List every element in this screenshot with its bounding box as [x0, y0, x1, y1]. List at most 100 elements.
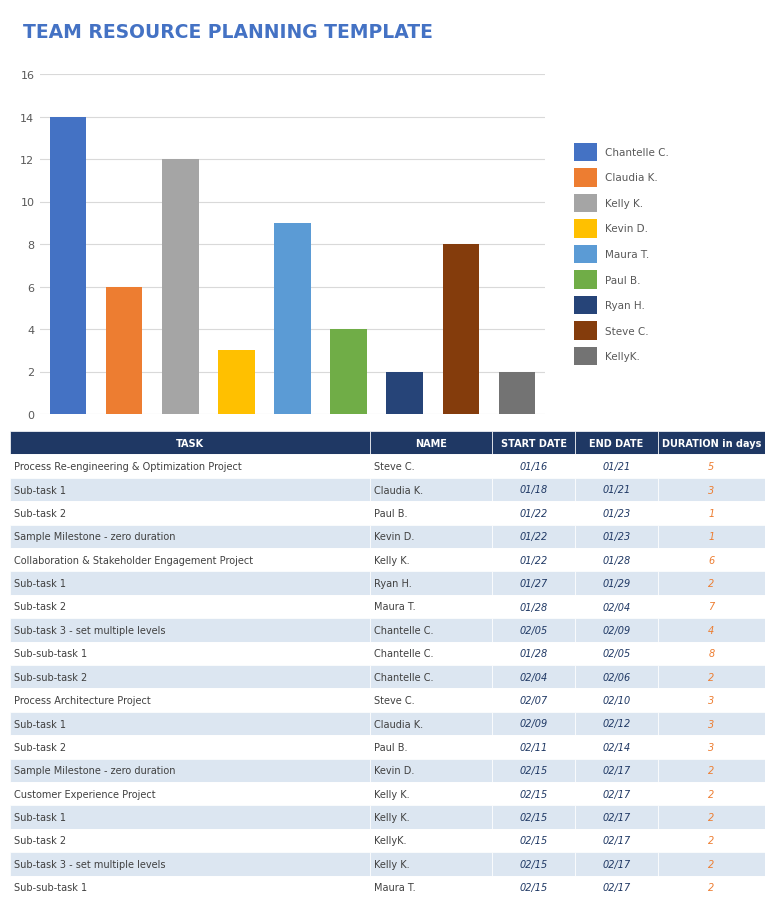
Bar	[50, 117, 86, 414]
Text: 02/15: 02/15	[519, 812, 548, 823]
Text: Kelly K.: Kelly K.	[374, 812, 410, 823]
Polygon shape	[658, 572, 765, 595]
Text: 2: 2	[708, 672, 715, 682]
Text: Kelly K.: Kelly K.	[374, 789, 410, 799]
Text: TEAM RESOURCE PLANNING TEMPLATE: TEAM RESOURCE PLANNING TEMPLATE	[23, 23, 433, 42]
Text: NAME: NAME	[415, 438, 447, 448]
Polygon shape	[658, 642, 765, 666]
Polygon shape	[370, 829, 492, 852]
Text: Chantelle C.: Chantelle C.	[605, 147, 669, 158]
Text: 02/15: 02/15	[519, 835, 548, 845]
Text: 01/22: 01/22	[519, 555, 548, 565]
Text: KellyK.: KellyK.	[374, 835, 407, 845]
Polygon shape	[658, 805, 765, 829]
Text: Sub-task 1: Sub-task 1	[14, 719, 66, 729]
Text: Chantelle C.: Chantelle C.	[374, 672, 434, 682]
Polygon shape	[370, 455, 492, 479]
Text: 4: 4	[708, 625, 715, 635]
Text: Sub-task 3 - set multiple levels: Sub-task 3 - set multiple levels	[14, 859, 165, 869]
Polygon shape	[370, 689, 492, 712]
Text: 01/23: 01/23	[602, 508, 631, 518]
Polygon shape	[10, 759, 370, 782]
FancyBboxPatch shape	[574, 144, 598, 162]
Polygon shape	[575, 479, 658, 502]
Polygon shape	[492, 689, 575, 712]
Text: 01/27: 01/27	[519, 579, 548, 589]
Text: 2: 2	[708, 835, 715, 845]
Polygon shape	[575, 455, 658, 479]
Text: 02/15: 02/15	[519, 859, 548, 869]
Polygon shape	[10, 548, 370, 572]
Polygon shape	[575, 829, 658, 852]
Text: 02/09: 02/09	[519, 719, 548, 729]
Text: END DATE: END DATE	[589, 438, 643, 448]
Text: 02/04: 02/04	[602, 601, 631, 612]
Polygon shape	[658, 619, 765, 642]
Polygon shape	[575, 735, 658, 759]
Text: 1: 1	[708, 532, 715, 542]
Polygon shape	[370, 759, 492, 782]
Text: Sub-sub-task 1: Sub-sub-task 1	[14, 648, 87, 658]
Text: Sample Milestone - zero duration: Sample Milestone - zero duration	[14, 532, 175, 542]
Text: 02/15: 02/15	[519, 882, 548, 892]
Polygon shape	[492, 432, 575, 455]
Polygon shape	[10, 689, 370, 712]
Polygon shape	[10, 876, 370, 899]
Polygon shape	[575, 642, 658, 666]
Polygon shape	[492, 455, 575, 479]
Polygon shape	[10, 595, 370, 619]
Text: 2: 2	[708, 812, 715, 823]
Polygon shape	[575, 852, 658, 876]
Text: 02/11: 02/11	[519, 742, 548, 752]
Text: Maura T.: Maura T.	[605, 250, 649, 260]
Bar	[218, 351, 255, 414]
Text: Kevin D.: Kevin D.	[374, 766, 415, 776]
Text: 7: 7	[708, 601, 715, 612]
Text: 02/12: 02/12	[602, 719, 631, 729]
Text: Process Re-engineering & Optimization Project: Process Re-engineering & Optimization Pr…	[14, 461, 242, 471]
Polygon shape	[492, 502, 575, 525]
Text: Kelly K.: Kelly K.	[374, 555, 410, 565]
Polygon shape	[10, 572, 370, 595]
Text: 02/17: 02/17	[602, 859, 631, 869]
Text: Sub-sub-task 2: Sub-sub-task 2	[14, 672, 87, 682]
Text: 01/29: 01/29	[602, 579, 631, 589]
FancyBboxPatch shape	[574, 246, 598, 264]
Text: 2: 2	[708, 579, 715, 589]
Text: Sub-sub-task 1: Sub-sub-task 1	[14, 882, 87, 892]
Bar	[274, 224, 311, 414]
Text: Sub-task 2: Sub-task 2	[14, 742, 66, 752]
Polygon shape	[10, 525, 370, 548]
Polygon shape	[658, 689, 765, 712]
Text: 01/16: 01/16	[519, 461, 548, 471]
Text: Ryan H.: Ryan H.	[374, 579, 412, 589]
Text: 02/17: 02/17	[602, 812, 631, 823]
Text: 02/15: 02/15	[519, 766, 548, 776]
Text: 3: 3	[708, 742, 715, 752]
Text: Maura T.: Maura T.	[374, 882, 416, 892]
Text: Kelly K.: Kelly K.	[374, 859, 410, 869]
FancyBboxPatch shape	[574, 194, 598, 213]
Polygon shape	[492, 525, 575, 548]
Polygon shape	[658, 735, 765, 759]
Text: Sub-task 2: Sub-task 2	[14, 601, 66, 612]
Text: Sub-task 2: Sub-task 2	[14, 835, 66, 845]
Text: Steve C.: Steve C.	[605, 326, 649, 336]
Text: 01/22: 01/22	[519, 508, 548, 518]
Text: TASK: TASK	[176, 438, 205, 448]
Polygon shape	[658, 782, 765, 805]
Text: 01/21: 01/21	[602, 485, 631, 495]
Polygon shape	[370, 876, 492, 899]
Text: 02/05: 02/05	[602, 648, 631, 658]
Polygon shape	[575, 759, 658, 782]
Polygon shape	[10, 735, 370, 759]
Text: Claudia K.: Claudia K.	[374, 719, 423, 729]
Polygon shape	[10, 852, 370, 876]
Polygon shape	[370, 502, 492, 525]
Polygon shape	[575, 595, 658, 619]
Text: 3: 3	[708, 695, 715, 705]
Polygon shape	[10, 642, 370, 666]
Polygon shape	[370, 666, 492, 689]
Polygon shape	[370, 619, 492, 642]
Polygon shape	[575, 432, 658, 455]
